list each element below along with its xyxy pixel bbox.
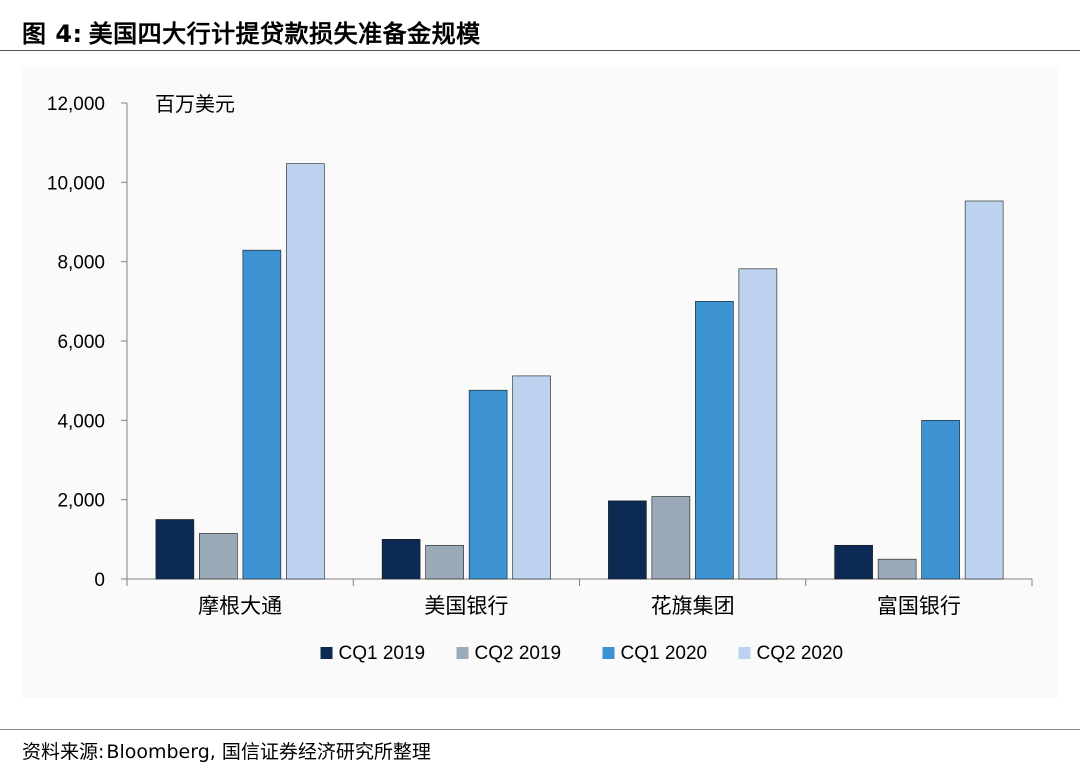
figure-header: 图 4: 美国四大行计提贷款损失准备金规模: [0, 0, 1080, 51]
y-tick-label: 12,000: [47, 94, 105, 115]
y-tick-label: 2,000: [57, 491, 105, 512]
legend-swatch: [320, 647, 333, 659]
footer-divider: [0, 729, 1080, 730]
y-tick-label: 8,000: [57, 253, 105, 274]
bar-cq1-2020-3: [921, 420, 960, 580]
chart-area: 0 2,000 4,000 6,000 8,000 10,000 12,000 百万美元摩根大…: [22, 68, 1058, 698]
bar-cq1-2019-1: [381, 539, 421, 580]
legend-label: CQ1 2019: [339, 643, 426, 664]
x-category-label: 美国银行: [424, 595, 508, 618]
bar-cq1-2020-0: [242, 249, 282, 580]
figure-number: 图 4:: [22, 20, 83, 48]
figure-title-text: 美国四大行计提贷款损失准备金规模: [88, 20, 481, 48]
figure-title: 图 4: 美国四大行计提贷款损失准备金规模: [22, 14, 481, 49]
bar-cq1-2020-1: [468, 389, 508, 580]
legend-label: CQ2 2019: [475, 643, 562, 664]
bar-cq1-2019-0: [155, 519, 195, 580]
x-category-label: 花旗集团: [651, 595, 735, 618]
legend-swatch: [738, 647, 751, 659]
bar-cq2-2020-3: [964, 200, 1004, 580]
source-note: 资料来源: Bloomberg, 国信证券经济研究所整理: [22, 737, 431, 764]
bar-cq2-2019-1: [425, 544, 464, 580]
y-tick-label: 0: [94, 570, 105, 591]
legend-label: CQ1 2020: [621, 643, 708, 664]
source-label: 资料来源:: [22, 741, 105, 763]
bar-cq1-2019-3: [834, 544, 873, 580]
bar-cq2-2020-1: [512, 375, 551, 580]
bar-cq2-2019-3: [877, 558, 917, 580]
legend-label: CQ2 2020: [757, 643, 844, 664]
bar-cq2-2019-2: [651, 496, 691, 580]
source-text: Bloomberg, 国信证券经济研究所整理: [106, 741, 431, 763]
y-unit-label: 百万美元: [155, 93, 235, 116]
bar-cq1-2020-2: [695, 301, 734, 580]
bar-cq1-2019-2: [608, 500, 647, 580]
legend-swatch: [456, 647, 469, 659]
bar-cq2-2019-0: [199, 533, 238, 580]
legend-swatch: [602, 647, 615, 659]
y-tick-label: 6,000: [57, 332, 105, 353]
x-category-label: 摩根大通: [198, 595, 282, 618]
bar-cq2-2020-2: [738, 268, 778, 580]
x-category-label: 富国银行: [877, 595, 961, 618]
bar-chart: 0 2,000 4,000 6,000 8,000 10,000 12,000 百万美元摩根大…: [47, 93, 1033, 664]
bar-cq2-2020-0: [286, 163, 325, 580]
y-tick-label: 4,000: [57, 411, 105, 432]
y-tick-label: 10,000: [47, 173, 105, 194]
